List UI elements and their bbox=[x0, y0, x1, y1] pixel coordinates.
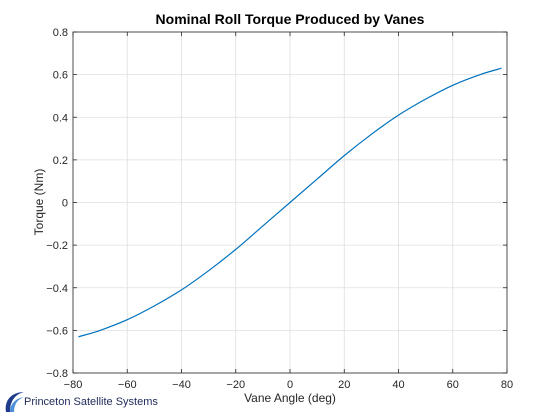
logo-text: Princeton Satellite Systems bbox=[24, 396, 158, 408]
x-tick-label: 20 bbox=[338, 379, 350, 391]
y-tick-label: −0.4 bbox=[46, 283, 68, 295]
x-tick-label: −20 bbox=[226, 379, 245, 391]
x-tick-label: −60 bbox=[118, 379, 137, 391]
x-tick-label: 60 bbox=[447, 379, 459, 391]
x-tick-label: 80 bbox=[501, 379, 513, 391]
chart-title: Nominal Roll Torque Produced by Vanes bbox=[156, 11, 425, 27]
x-tick-label: 40 bbox=[392, 379, 404, 391]
y-tick-label: 0 bbox=[62, 198, 68, 210]
company-logo: Princeton Satellite Systems bbox=[2, 386, 162, 416]
x-tick-label: 0 bbox=[287, 379, 293, 391]
x-tick-label: −40 bbox=[172, 379, 191, 391]
x-tick-label: −80 bbox=[64, 379, 83, 391]
logo-swoosh-icon bbox=[5, 392, 24, 412]
y-tick-label: −0.6 bbox=[46, 325, 68, 337]
y-tick-label: 0.8 bbox=[53, 27, 68, 39]
y-axis-label: Torque (Nm) bbox=[32, 169, 46, 236]
series-line bbox=[78, 67, 502, 338]
y-tick-label: 0.2 bbox=[53, 155, 68, 167]
y-tick-labels: −0.8 −0.6 −0.4 −0.2 0 0.2 0.4 0.6 0.8 bbox=[46, 27, 68, 380]
x-axis-label: Vane Angle (deg) bbox=[244, 391, 336, 405]
y-tick-label: −0.8 bbox=[46, 368, 68, 380]
y-tick-label: 0.6 bbox=[53, 70, 68, 82]
y-tick-label: −0.2 bbox=[46, 240, 68, 252]
axes-box bbox=[72, 31, 508, 374]
plot-area bbox=[78, 67, 502, 338]
x-tick-labels: −80 −60 −40 −20 0 20 40 60 80 bbox=[64, 379, 513, 391]
y-tick-label: 0.4 bbox=[53, 112, 68, 124]
